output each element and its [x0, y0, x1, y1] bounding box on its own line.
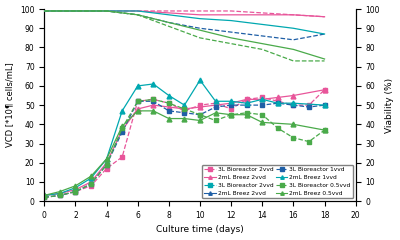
- Legend: 3L Bioreactor 2vvd, 2mL Breez 2vvd, 3L Bioreactor 2vvd, 2mL Breez 2vvd, 3L Biore: 3L Bioreactor 2vvd, 2mL Breez 2vvd, 3L B…: [202, 164, 353, 198]
- X-axis label: Culture time (days): Culture time (days): [156, 225, 244, 234]
- Y-axis label: Viability (%): Viability (%): [386, 78, 394, 133]
- Y-axis label: VCD [*10¶ cells/mL]: VCD [*10¶ cells/mL]: [6, 63, 14, 148]
